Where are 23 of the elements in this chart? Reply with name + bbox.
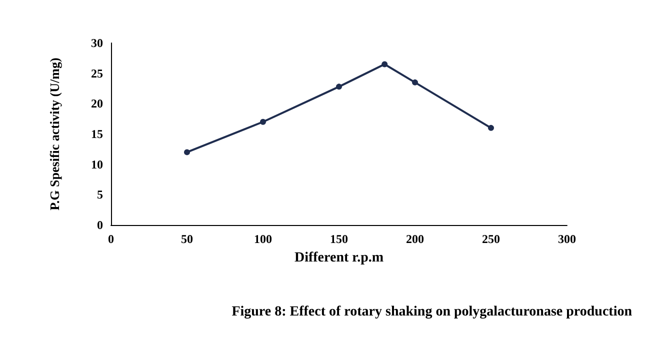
x-axis-title: Different r.p.m xyxy=(294,250,384,266)
x-tick-label: 150 xyxy=(330,232,348,246)
x-tick-label: 0 xyxy=(108,232,114,246)
y-tick-label: 20 xyxy=(91,96,103,111)
caption: Figure 8: Effect of rotary shaking on polygalacturonase production xyxy=(232,304,632,320)
y-axis-title: P.G Spesific activity (U/mg) xyxy=(47,58,62,210)
point xyxy=(382,61,388,68)
y-tick-label: 10 xyxy=(91,157,103,172)
y-tick-label: 25 xyxy=(91,66,103,80)
y-tick-label: 30 xyxy=(91,36,103,50)
x-tick-label: 50 xyxy=(181,232,193,246)
y-tick-label: 0 xyxy=(97,218,103,232)
point xyxy=(184,149,190,156)
x-tick-label: 200 xyxy=(406,232,424,246)
x-tick-label: 250 xyxy=(482,232,500,246)
y-tick-label: 15 xyxy=(91,127,103,141)
y-tick-label: 5 xyxy=(97,188,103,202)
point xyxy=(488,124,494,131)
x-tick-label: 300 xyxy=(558,232,576,246)
point xyxy=(412,79,418,86)
x-tick-label: 100 xyxy=(254,232,272,246)
point xyxy=(260,118,266,125)
point xyxy=(336,84,342,90)
